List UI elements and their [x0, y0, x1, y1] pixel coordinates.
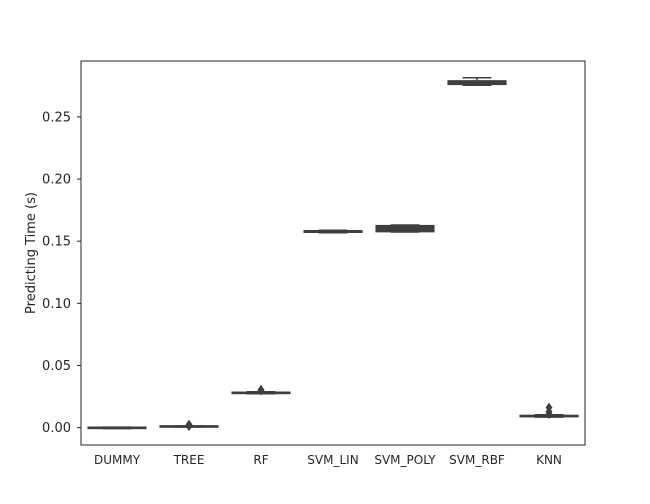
x-tick-label: KNN	[536, 453, 562, 467]
y-tick-label: 0.20	[42, 173, 71, 188]
x-tick-label: SVM_LIN	[307, 453, 358, 467]
y-tick-label: 0.00	[42, 421, 71, 436]
y-axis-label: Predicting Time (s)	[24, 192, 39, 314]
box-svm-poly	[375, 224, 435, 233]
plot-frame	[80, 60, 586, 446]
outlier-point	[545, 409, 553, 420]
box-tree	[159, 419, 219, 432]
y-tick-label: 0.15	[42, 235, 71, 250]
x-tick-label: RF	[253, 453, 268, 467]
outlier-point	[257, 385, 265, 396]
box-svm-rbf	[447, 77, 507, 86]
outlier-point	[185, 421, 193, 432]
y-tick-label: 0.10	[42, 297, 71, 312]
box-rf	[231, 384, 291, 396]
boxes-layer	[87, 77, 579, 432]
y-tick-label: 0.05	[42, 359, 71, 374]
ticks-layer: 0.00 0.05 0.10 0.15 0.20 0.25 DUMMY TREE RF SVM_L…	[42, 110, 562, 467]
x-tick-label: SVM_RBF	[449, 453, 505, 467]
y-tick-label: 0.25	[42, 110, 71, 125]
box-knn	[519, 402, 579, 420]
box-dummy	[87, 426, 147, 430]
x-tick-label: SVM_POLY	[374, 453, 436, 467]
x-tick-label: DUMMY	[94, 453, 141, 467]
box-svm-lin	[303, 229, 363, 234]
x-tick-label: TREE	[173, 453, 205, 467]
